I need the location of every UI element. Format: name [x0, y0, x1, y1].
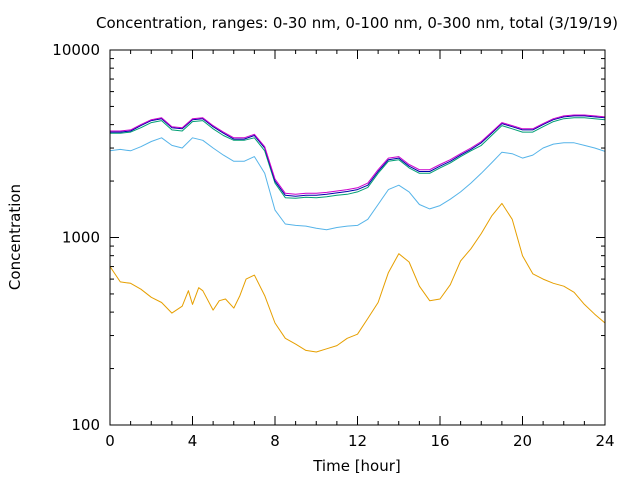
y-tick-label: 1000 — [62, 229, 100, 247]
series-layer — [109, 114, 606, 353]
x-tick-label: 16 — [430, 432, 449, 450]
x-axis-label: Time [hour] — [312, 457, 401, 475]
plot-frame — [109, 49, 606, 426]
x-tick-label: 4 — [188, 432, 198, 450]
y-tick-label: 10000 — [52, 41, 100, 59]
series-line-4 — [110, 115, 606, 197]
x-tick-label: 0 — [105, 432, 115, 450]
series-line-1 — [109, 202, 606, 353]
x-tick-label: 20 — [513, 432, 532, 450]
series-line-2 — [109, 137, 606, 231]
series-line-5 — [110, 114, 606, 195]
y-tick-label: 100 — [71, 416, 100, 434]
chart-title: Concentration, ranges: 0-30 nm, 0-100 nm… — [96, 14, 618, 32]
series-line-3 — [110, 117, 606, 199]
x-tick-label: 12 — [348, 432, 367, 450]
x-tick-label: 24 — [595, 432, 614, 450]
x-tick-label: 8 — [270, 432, 280, 450]
y-axis-label: Concentration — [6, 184, 24, 290]
